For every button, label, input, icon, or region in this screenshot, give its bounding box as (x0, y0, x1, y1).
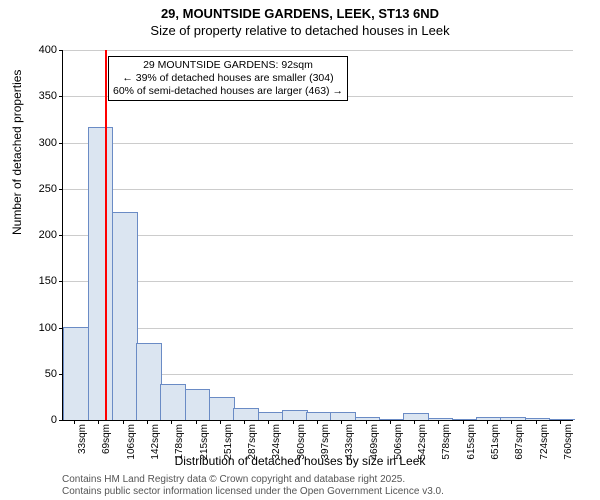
footer-attribution: Contains HM Land Registry data © Crown c… (62, 474, 444, 498)
gridline (63, 50, 573, 51)
histogram-bar (136, 343, 162, 420)
title-block: 29, MOUNTSIDE GARDENS, LEEK, ST13 6ND Si… (0, 0, 600, 40)
histogram-bar (282, 410, 308, 420)
title-line1: 29, MOUNTSIDE GARDENS, LEEK, ST13 6ND (0, 6, 600, 23)
xtick-mark (98, 420, 99, 424)
chart-container: 29, MOUNTSIDE GARDENS, LEEK, ST13 6ND Si… (0, 0, 600, 500)
xtick-mark (536, 420, 537, 424)
ytick-label: 100 (17, 322, 57, 334)
histogram-bar (209, 397, 235, 420)
histogram-bar (160, 384, 186, 420)
gridline (63, 328, 573, 329)
histogram-bar (452, 419, 478, 420)
ytick-mark (59, 420, 63, 421)
xtick-mark (171, 420, 172, 424)
xtick-mark (560, 420, 561, 424)
footer-line1: Contains HM Land Registry data © Crown c… (62, 474, 444, 486)
ytick-label: 350 (17, 90, 57, 102)
annotation-line2: ← 39% of detached houses are smaller (30… (113, 72, 343, 85)
histogram-bar (258, 412, 284, 420)
title-line2: Size of property relative to detached ho… (0, 23, 600, 40)
ytick-mark (59, 143, 63, 144)
annotation-line3: 60% of semi-detached houses are larger (… (113, 85, 343, 98)
gridline (63, 189, 573, 190)
histogram-bar (112, 212, 138, 420)
ytick-label: 150 (17, 275, 57, 287)
ytick-label: 400 (17, 44, 57, 56)
xtick-mark (511, 420, 512, 424)
histogram-bar (525, 418, 551, 420)
xtick-mark (244, 420, 245, 424)
xtick-mark (317, 420, 318, 424)
histogram-bar (330, 412, 356, 420)
histogram-bar (185, 389, 211, 420)
annotation-line1: 29 MOUNTSIDE GARDENS: 92sqm (113, 59, 343, 72)
ytick-label: 250 (17, 183, 57, 195)
xtick-mark (74, 420, 75, 424)
histogram-bar (306, 412, 332, 420)
histogram-bar (379, 419, 405, 420)
histogram-bar (88, 127, 114, 420)
histogram-bar (549, 419, 575, 420)
chart-area: 29 MOUNTSIDE GARDENS: 92sqm ← 39% of det… (62, 50, 572, 420)
xtick-mark (220, 420, 221, 424)
x-axis-label: Distribution of detached houses by size … (0, 454, 600, 468)
gridline (63, 143, 573, 144)
xtick-mark (438, 420, 439, 424)
ytick-label: 300 (17, 137, 57, 149)
histogram-bar (355, 417, 381, 420)
ytick-mark (59, 50, 63, 51)
histogram-bar (63, 327, 89, 421)
xtick-mark (366, 420, 367, 424)
xtick-mark (147, 420, 148, 424)
histogram-bar (428, 418, 454, 420)
histogram-bar (500, 417, 526, 420)
xtick-mark (487, 420, 488, 424)
footer-line2: Contains public sector information licen… (62, 486, 444, 498)
ytick-mark (59, 235, 63, 236)
xtick-mark (390, 420, 391, 424)
xtick-mark (196, 420, 197, 424)
ytick-label: 0 (17, 414, 57, 426)
histogram-bar (403, 413, 429, 420)
ytick-mark (59, 96, 63, 97)
annotation-box: 29 MOUNTSIDE GARDENS: 92sqm ← 39% of det… (108, 56, 348, 101)
xtick-mark (341, 420, 342, 424)
xtick-mark (123, 420, 124, 424)
ytick-label: 50 (17, 368, 57, 380)
xtick-mark (293, 420, 294, 424)
gridline (63, 281, 573, 282)
ytick-mark (59, 189, 63, 190)
xtick-mark (414, 420, 415, 424)
histogram-bar (476, 417, 502, 420)
ytick-label: 200 (17, 229, 57, 241)
histogram-bar (233, 408, 259, 420)
ytick-mark (59, 281, 63, 282)
reference-line (105, 50, 107, 420)
xtick-mark (463, 420, 464, 424)
plot-region (62, 50, 573, 421)
xtick-mark (268, 420, 269, 424)
gridline (63, 235, 573, 236)
